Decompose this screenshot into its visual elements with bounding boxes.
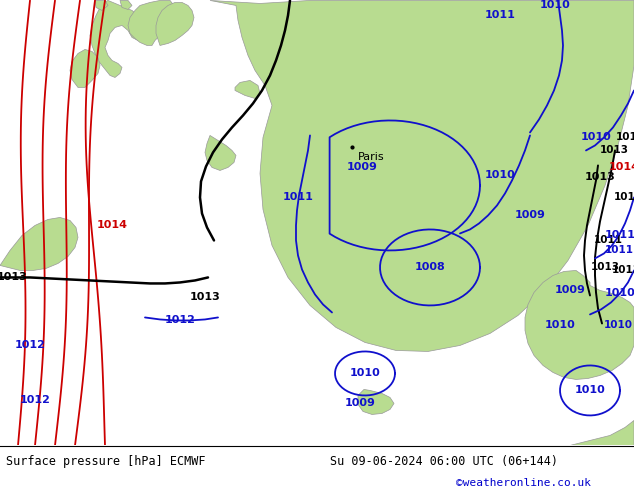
Text: 1011: 1011 — [593, 236, 623, 245]
Polygon shape — [235, 80, 260, 98]
Text: ©weatheronline.co.uk: ©weatheronline.co.uk — [456, 478, 592, 489]
Text: 1012: 1012 — [165, 316, 195, 325]
Polygon shape — [90, 0, 145, 77]
Polygon shape — [570, 420, 634, 445]
Text: 1009: 1009 — [555, 286, 585, 295]
Text: 1011: 1011 — [484, 10, 515, 21]
Text: Su 09-06-2024 06:00 UTC (06+144): Su 09-06-2024 06:00 UTC (06+144) — [330, 455, 558, 468]
Text: 1008: 1008 — [415, 263, 445, 272]
Text: 1009: 1009 — [344, 398, 375, 409]
Text: 1013: 1013 — [616, 132, 634, 143]
Polygon shape — [128, 0, 175, 46]
Polygon shape — [156, 2, 194, 46]
Text: 1010: 1010 — [574, 386, 605, 395]
Text: 1010: 1010 — [484, 171, 515, 180]
Text: 1013: 1013 — [585, 172, 616, 182]
Polygon shape — [210, 0, 634, 351]
Text: Surface pressure [hPa] ECMWF: Surface pressure [hPa] ECMWF — [6, 455, 206, 468]
Text: 1012: 1012 — [15, 341, 46, 350]
Text: 1014: 1014 — [96, 220, 127, 230]
Text: 1013: 1013 — [612, 266, 634, 275]
Polygon shape — [358, 390, 394, 415]
Text: 1010: 1010 — [604, 320, 633, 330]
Text: 1013: 1013 — [0, 272, 27, 282]
Text: 1013: 1013 — [190, 293, 221, 302]
Text: 1012: 1012 — [20, 395, 51, 405]
Text: 1010: 1010 — [349, 368, 380, 378]
Text: 1010: 1010 — [540, 0, 571, 10]
Text: Paris: Paris — [358, 152, 385, 163]
Polygon shape — [525, 270, 634, 379]
Text: 1010: 1010 — [581, 132, 611, 143]
Text: 1013: 1013 — [600, 146, 628, 155]
Text: 1013: 1013 — [590, 263, 619, 272]
Text: 1012: 1012 — [614, 193, 634, 202]
Text: 1009: 1009 — [515, 210, 545, 221]
Text: 1010: 1010 — [605, 289, 634, 298]
Polygon shape — [205, 135, 236, 171]
Text: 1010: 1010 — [545, 320, 576, 330]
Text: 1011: 1011 — [283, 193, 313, 202]
Text: 1014: 1014 — [609, 163, 634, 172]
Polygon shape — [95, 0, 108, 10]
Polygon shape — [70, 49, 100, 87]
Text: 1011: 1011 — [605, 245, 634, 255]
Polygon shape — [120, 0, 132, 9]
Polygon shape — [0, 218, 78, 270]
Text: 1009: 1009 — [347, 163, 377, 172]
Text: 1011: 1011 — [605, 230, 634, 241]
